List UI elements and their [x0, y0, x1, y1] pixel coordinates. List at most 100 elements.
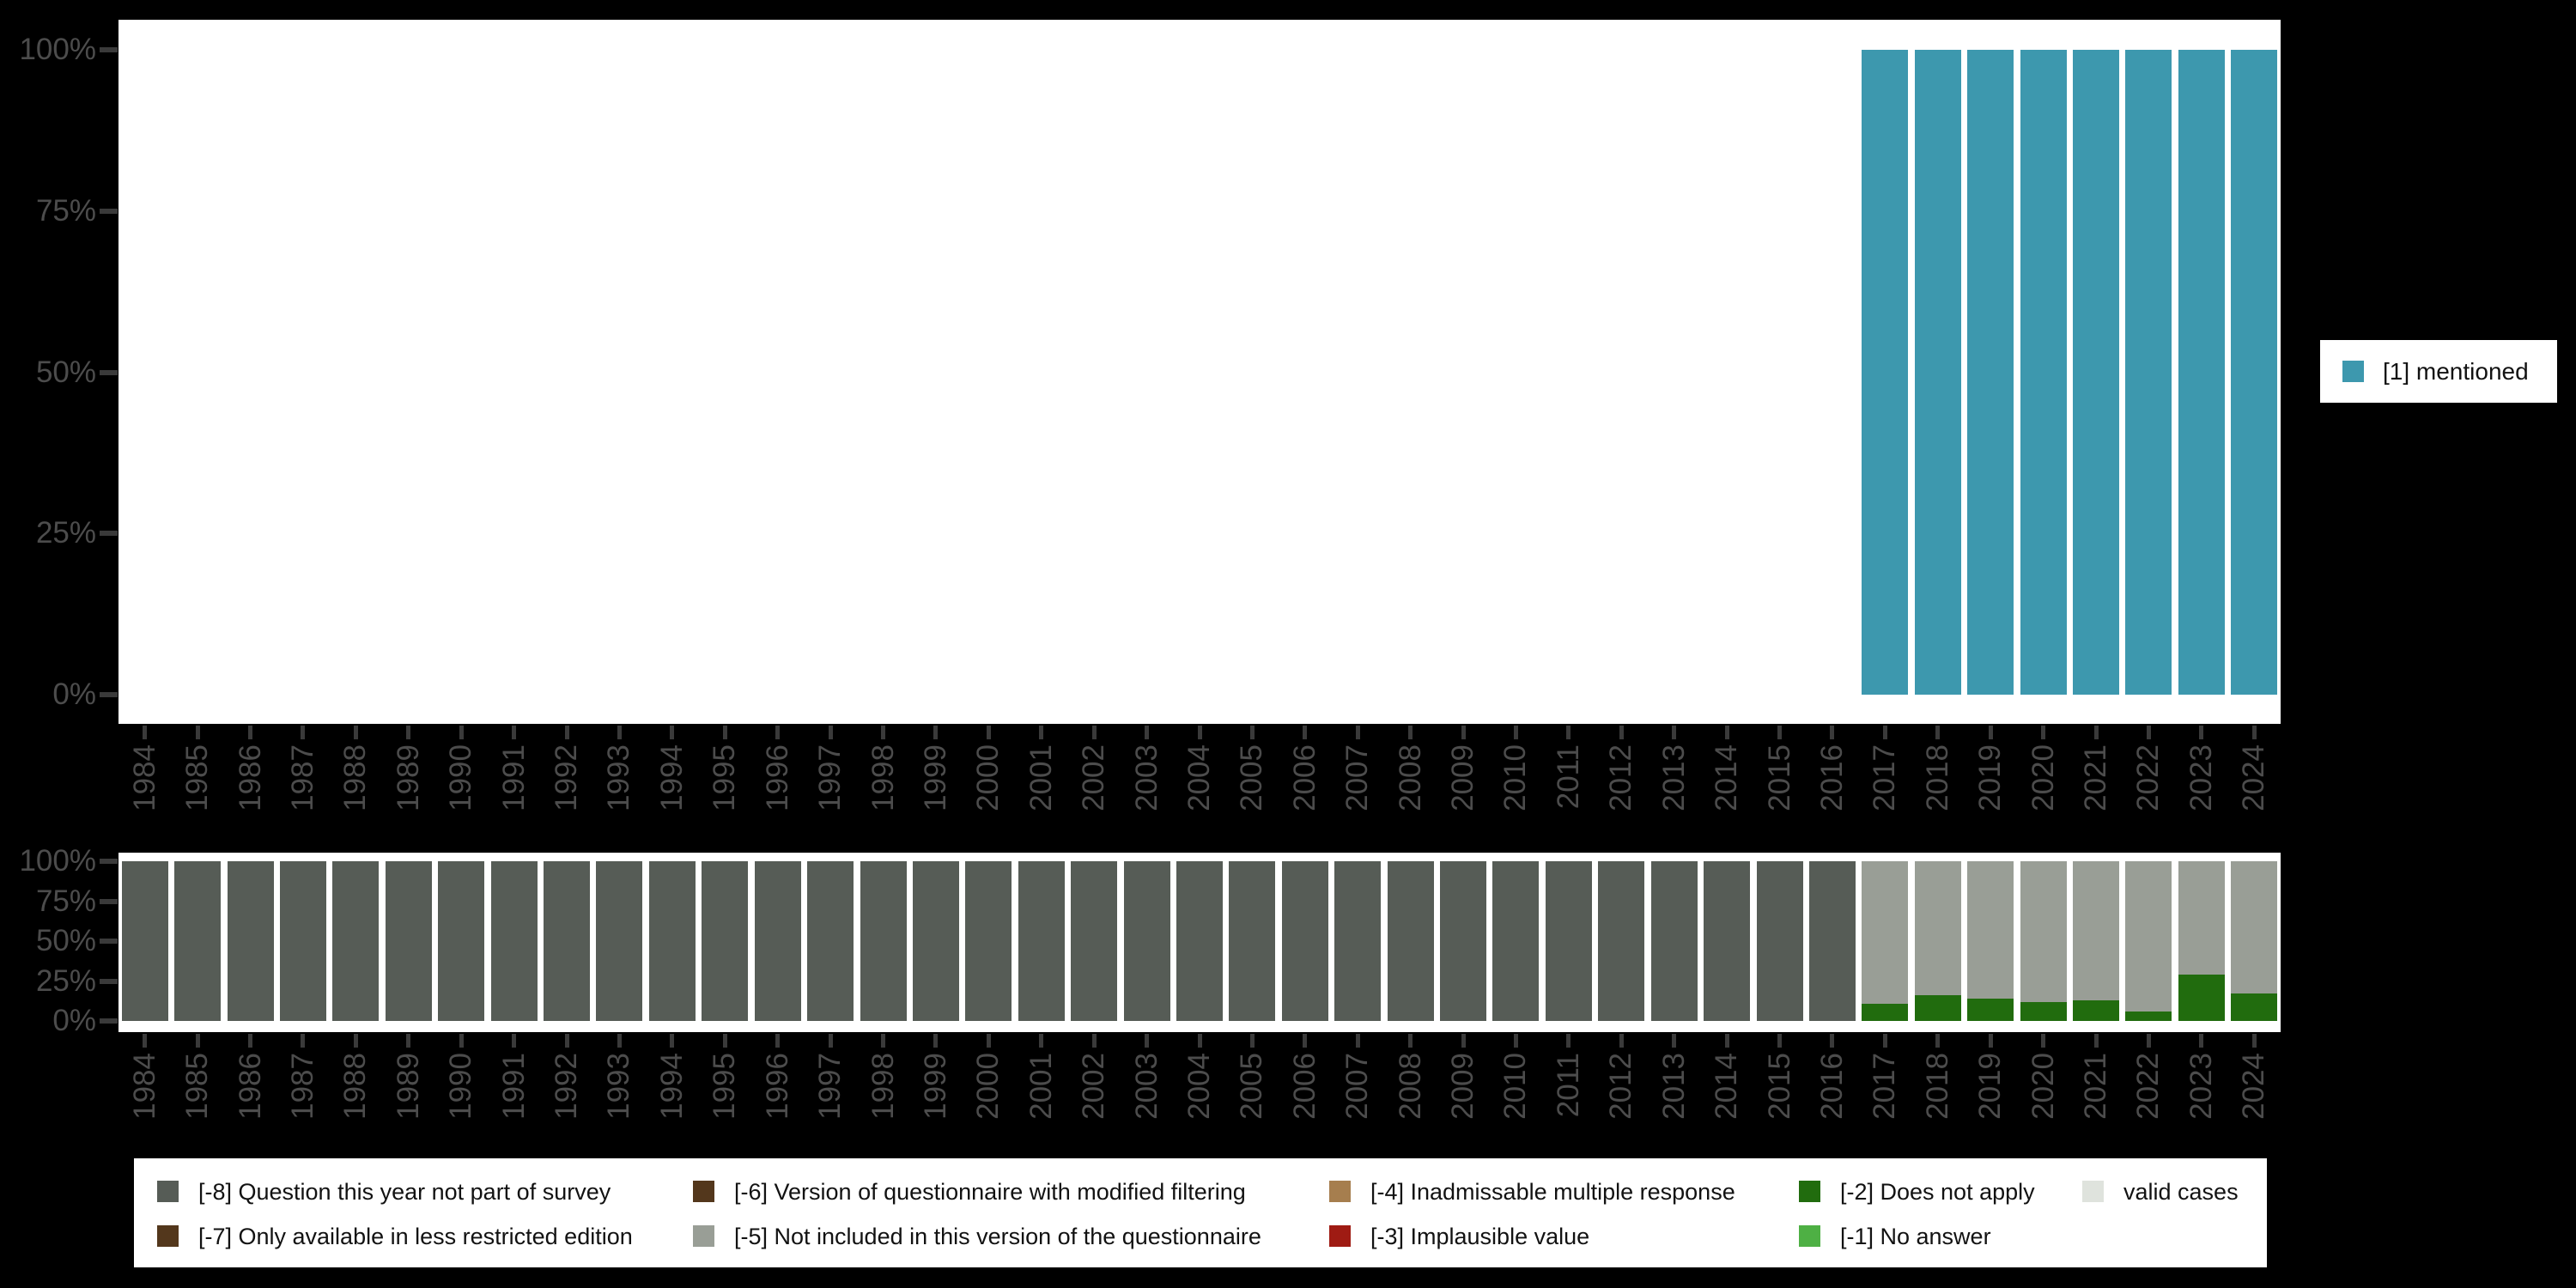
top-xtick-2013 — [1672, 726, 1677, 739]
bottom-year-label: 2001 — [1024, 1053, 1058, 1120]
bottom-bar-2003-neg8 — [1123, 861, 1170, 1021]
legend-label-neg3: [-3] Implausible value — [1370, 1224, 1590, 1249]
top-bar-2023-mentioned — [2178, 50, 2225, 695]
top-xtick-2011 — [1566, 726, 1571, 739]
top-year-label: 2013 — [1656, 744, 1691, 811]
bottom-bar-1986-neg8 — [227, 861, 274, 1021]
legend-swatch-neg6 — [693, 1181, 714, 1202]
bottom-bar-2024-neg2 — [2231, 993, 2278, 1021]
top-year-label: 1992 — [550, 744, 584, 811]
top-xtick-1993 — [617, 726, 622, 739]
bottom-year-label: 2013 — [1656, 1053, 1691, 1120]
bottom-bar-2006-neg8 — [1281, 861, 1328, 1021]
legend-label-neg4: [-4] Inadmissable multiple response — [1370, 1179, 1735, 1205]
top-ytick-100% — [100, 47, 118, 52]
legend-label-valid: valid cases — [2123, 1179, 2239, 1205]
bottom-bar-2012-neg8 — [1598, 861, 1645, 1021]
bottom-ytick-label: 0% — [52, 1004, 96, 1037]
legend-swatch-neg1 — [1799, 1225, 1820, 1247]
top-bar-2019-mentioned — [1967, 50, 2014, 695]
bottom-xtick-2001 — [1039, 1034, 1044, 1048]
bottom-year-label: 2015 — [1762, 1053, 1796, 1120]
bottom-xtick-2004 — [1197, 1034, 1202, 1048]
bottom-year-label: 2008 — [1393, 1053, 1427, 1120]
top-xtick-1987 — [301, 726, 306, 739]
top-year-label: 2019 — [1973, 744, 2008, 811]
bottom-year-label: 2014 — [1710, 1053, 1744, 1120]
top-year-label: 2008 — [1393, 744, 1427, 811]
bottom-xtick-2006 — [1303, 1034, 1308, 1048]
bottom-year-label: 1990 — [444, 1053, 478, 1120]
bottom-ytick-label: 100% — [19, 844, 96, 878]
bottom-year-label: 2010 — [1498, 1053, 1533, 1120]
top-xtick-2002 — [1091, 726, 1097, 739]
bottom-xtick-2009 — [1461, 1034, 1466, 1048]
bottom-xtick-1997 — [828, 1034, 833, 1048]
legend-swatch-neg5 — [693, 1225, 714, 1247]
right-legend: [1] mentioned — [2320, 340, 2557, 403]
bottom-year-label: 2002 — [1077, 1053, 1111, 1120]
bottom-year-label: 1989 — [391, 1053, 425, 1120]
top-ytick-label: 0% — [52, 677, 96, 711]
top-bar-2018-mentioned — [1914, 50, 1961, 695]
bottom-xtick-2017 — [1882, 1034, 1887, 1048]
bottom-bar-1994-neg8 — [648, 861, 696, 1021]
top-xtick-2008 — [1408, 726, 1413, 739]
top-year-label: 2018 — [1920, 744, 1954, 811]
bottom-xtick-2007 — [1355, 1034, 1360, 1048]
top-year-label: 1991 — [496, 744, 531, 811]
top-year-label: 2006 — [1287, 744, 1321, 811]
bottom-xtick-2003 — [1145, 1034, 1150, 1048]
bottom-xtick-2019 — [1988, 1034, 1993, 1048]
top-xtick-2014 — [1724, 726, 1729, 739]
top-xtick-2005 — [1249, 726, 1255, 739]
bottom-xtick-2021 — [2093, 1034, 2099, 1048]
top-bar-2022-mentioned — [2125, 50, 2172, 695]
top-xtick-2023 — [2199, 726, 2204, 739]
mentioned-legend-swatch — [2342, 361, 2364, 382]
top-year-label: 1985 — [180, 744, 215, 811]
bottom-bar-2023-neg2 — [2178, 975, 2225, 1021]
top-xtick-2006 — [1303, 726, 1308, 739]
legend-label-neg7: [-7] Only available in less restricted e… — [198, 1224, 633, 1249]
bottom-ytick-0% — [100, 1018, 118, 1024]
legend-swatch-neg4 — [1329, 1181, 1351, 1202]
top-xtick-1991 — [512, 726, 517, 739]
top-ytick-0% — [100, 692, 118, 697]
legend-swatch-neg2 — [1799, 1181, 1820, 1202]
bottom-xtick-1993 — [617, 1034, 622, 1048]
missing-values-legend: [-8] Question this year not part of surv… — [134, 1158, 2267, 1267]
top-year-label: 2009 — [1446, 744, 1480, 811]
bottom-bar-2016-neg8 — [1808, 861, 1856, 1021]
legend-label-neg1: [-1] No answer — [1840, 1224, 1991, 1249]
bottom-bar-2011-neg8 — [1545, 861, 1592, 1021]
bottom-bar-2008-neg8 — [1387, 861, 1434, 1021]
top-xtick-2010 — [1513, 726, 1518, 739]
top-year-label: 1984 — [127, 744, 161, 811]
bottom-bar-1998-neg8 — [860, 861, 907, 1021]
bottom-year-label: 1988 — [338, 1053, 373, 1120]
top-xtick-1986 — [248, 726, 253, 739]
top-xtick-1988 — [353, 726, 358, 739]
bottom-xtick-2018 — [1935, 1034, 1941, 1048]
bottom-xtick-2005 — [1249, 1034, 1255, 1048]
bottom-xtick-1989 — [406, 1034, 411, 1048]
bottom-bar-2020-neg5 — [2020, 861, 2067, 1002]
bottom-year-label: 2011 — [1551, 1053, 1585, 1118]
bottom-bar-2018-neg5 — [1914, 861, 1961, 996]
bottom-xtick-1996 — [775, 1034, 781, 1048]
bottom-year-label: 2005 — [1235, 1053, 1269, 1120]
bottom-xtick-1984 — [143, 1034, 148, 1048]
bottom-chart-panel — [118, 853, 2281, 1032]
top-xtick-2009 — [1461, 726, 1466, 739]
top-year-label: 2014 — [1710, 744, 1744, 811]
bottom-bar-1987-neg8 — [279, 861, 326, 1021]
bottom-bar-2017-neg2 — [1862, 1003, 1909, 1021]
top-year-label: 1986 — [233, 744, 267, 811]
bottom-ytick-50% — [100, 939, 118, 944]
bottom-year-label: 1999 — [918, 1053, 952, 1120]
bottom-bar-1999-neg8 — [912, 861, 959, 1021]
top-year-label: 1999 — [918, 744, 952, 811]
top-xtick-2001 — [1039, 726, 1044, 739]
bottom-year-label: 2018 — [1920, 1053, 1954, 1120]
